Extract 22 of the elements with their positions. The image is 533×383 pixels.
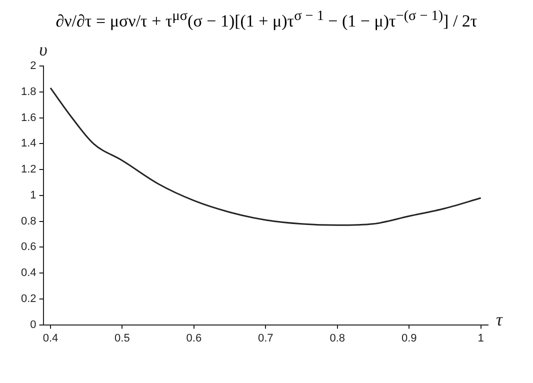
y-tick-label: 2 — [30, 60, 36, 72]
x-axis-title: τ — [496, 309, 503, 330]
chart-title: ∂ν/∂τ = μσν/τ + τ$^{μσ}$(σ − 1)[(1 + μ)τ$^{σ − 1}$ − (1 − μ)τ$^{−(σ − 1)}$] / 2τ — [54, 8, 478, 32]
y-tick-label: 1.2 — [20, 163, 36, 176]
y-tick-label: 0.2 — [20, 292, 36, 305]
line-series — [50, 86, 482, 226]
y-tick-label: 0.6 — [20, 240, 36, 253]
x-tick-label: 0.7 — [258, 332, 274, 344]
y-tick-label: 1 — [30, 189, 36, 202]
x-tick-label: 0.8 — [330, 332, 346, 344]
x-tick-label: 0.4 — [42, 332, 58, 344]
x-tick-label: 0.5 — [114, 332, 130, 344]
y-tick-label: 1.6 — [20, 111, 36, 124]
y-axis-title: υ — [39, 39, 48, 60]
x-tick-label: 1 — [478, 332, 484, 344]
y-tick-label: 1.4 — [20, 137, 36, 150]
y-tick-label: 0.8 — [20, 214, 36, 227]
y-tick-label: 1.8 — [20, 86, 36, 98]
x-tick-label: 0.6 — [186, 332, 202, 344]
y-tick-label: 0.4 — [20, 266, 36, 279]
y-tick-label: 0 — [30, 318, 36, 330]
x-tick-label: 0.9 — [401, 332, 417, 344]
